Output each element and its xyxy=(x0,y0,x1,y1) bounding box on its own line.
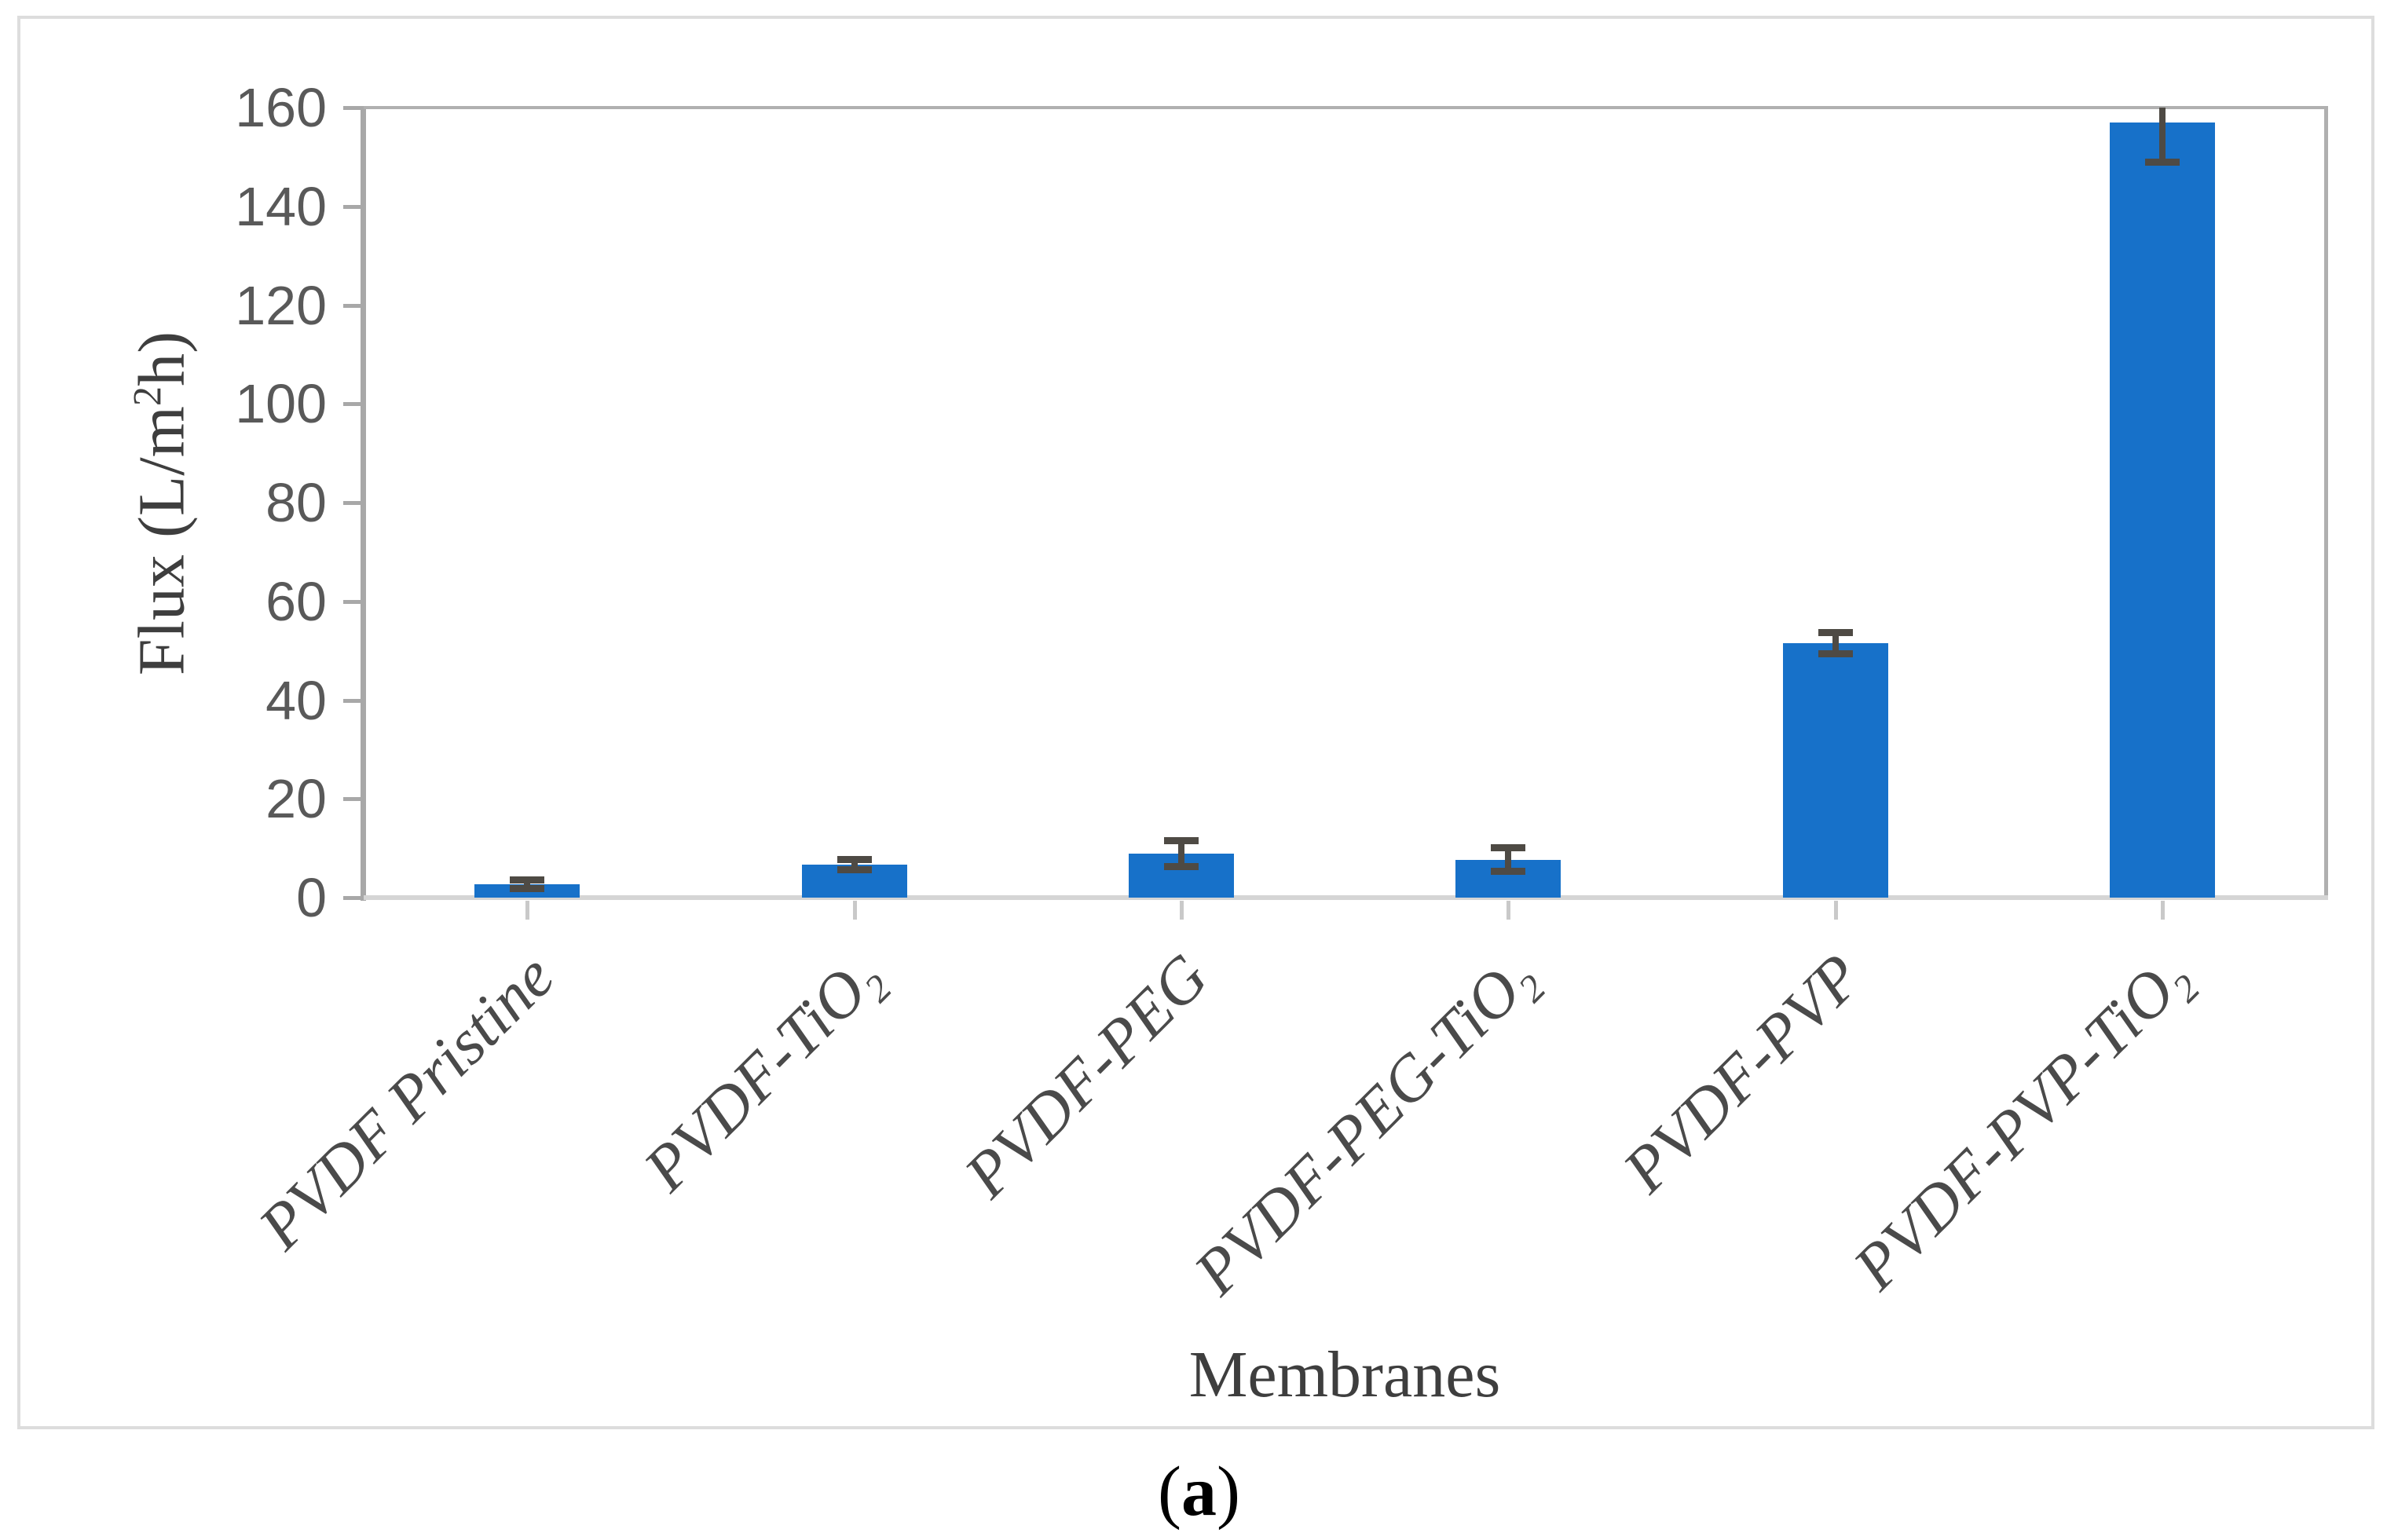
error-cap-bottom-PVDF-PVP-TiO₂ xyxy=(2144,158,2180,166)
category-label-PVDF-PEG: PVDF-PEG xyxy=(950,940,1221,1211)
error-cap-top-PVDF-PVP xyxy=(1818,629,1853,637)
y-tick-label-40: 40 xyxy=(265,669,327,731)
error-cap-top-PVDF Pristine xyxy=(510,876,545,883)
x-tick-mark-PVDF-PEG-TiO₂ xyxy=(1507,901,1511,920)
y-tick-label-0: 0 xyxy=(296,867,327,928)
y-tick-mark-0 xyxy=(343,896,364,900)
error-cap-bottom-PVDF-PVP xyxy=(1818,649,1853,657)
x-tick-mark-PVDF Pristine xyxy=(525,901,530,920)
error-cap-top-PVDF-TiO₂ xyxy=(837,856,872,864)
x-tick-mark-PVDF-PVP-TiO₂ xyxy=(2160,901,2165,920)
error-whisker-PVDF-TiO₂ xyxy=(851,859,858,870)
plot-top-border xyxy=(364,106,2327,109)
y-tick-label-20: 20 xyxy=(265,768,327,830)
y-tick-label-140: 140 xyxy=(235,175,327,237)
category-label-PVDF Pristine: PVDF Pristine xyxy=(244,940,567,1264)
y-tick-mark-120 xyxy=(343,303,364,308)
error-cap-bottom-PVDF-TiO₂ xyxy=(837,865,872,873)
plot-right-border xyxy=(2324,106,2328,899)
bar-PVDF-PVP-TiO₂ xyxy=(2109,122,2215,898)
error-whisker-PVDF-PVP-TiO₂ xyxy=(2158,108,2166,163)
caption-open-paren: ( xyxy=(1158,1453,1181,1531)
y-tick-label-60: 60 xyxy=(265,570,327,632)
y-tick-mark-80 xyxy=(343,501,364,505)
y-tick-label-100: 100 xyxy=(235,373,327,435)
category-label-PVDF-TiO₂: PVDF-TiO2 xyxy=(630,953,900,1205)
error-cap-bottom-PVDF Pristine xyxy=(510,885,545,893)
x-axis-line xyxy=(364,895,2328,900)
error-whisker-PVDF Pristine xyxy=(524,880,531,889)
error-cap-bottom-PVDF-PEG xyxy=(1163,862,1199,870)
category-label-PVDF-PEG-TiO₂: PVDF-PEG-TiO2 xyxy=(1180,953,1554,1308)
y-tick-mark-20 xyxy=(343,797,364,802)
figure-caption: (a) xyxy=(0,1451,2398,1532)
category-label-PVDF-PVP: PVDF-PVP xyxy=(1609,940,1876,1206)
y-tick-mark-100 xyxy=(343,402,364,407)
bar-PVDF-PVP xyxy=(1782,643,1888,898)
chart-figure-frame: 0 20 40 60 80 100 120 140 160 PVDF Pristine PVDF-… xyxy=(17,16,2374,1429)
x-tick-mark-PVDF-TiO₂ xyxy=(852,901,857,920)
error-cap-top-PVDF-PEG xyxy=(1163,837,1199,845)
error-cap-bottom-PVDF-PEG-TiO₂ xyxy=(1491,868,1526,876)
y-tick-label-160: 160 xyxy=(235,77,327,138)
error-cap-top-PVDF-PEG-TiO₂ xyxy=(1491,843,1526,851)
x-tick-mark-PVDF-PVP xyxy=(1833,901,1838,920)
error-whisker-PVDF-PEG-TiO₂ xyxy=(1505,847,1512,872)
y-tick-label-120: 120 xyxy=(235,274,327,336)
x-tick-mark-PVDF-PEG xyxy=(1179,901,1184,920)
error-whisker-PVDF-PVP xyxy=(1832,632,1839,654)
y-tick-mark-60 xyxy=(343,599,364,604)
y-tick-mark-40 xyxy=(343,698,364,703)
plot-area xyxy=(364,108,2326,898)
y-tick-label-80: 80 xyxy=(265,472,327,533)
caption-close-paren: ) xyxy=(1217,1453,1240,1531)
category-label-PVDF-PVP-TiO₂: PVDF-PVP-TiO2 xyxy=(1839,953,2208,1304)
caption-letter: a xyxy=(1181,1453,1217,1531)
error-whisker-PVDF-PEG xyxy=(1177,840,1184,867)
x-axis-title: Membranes xyxy=(1188,1338,1501,1411)
y-tick-mark-140 xyxy=(343,204,364,209)
y-tick-mark-160 xyxy=(343,106,364,110)
